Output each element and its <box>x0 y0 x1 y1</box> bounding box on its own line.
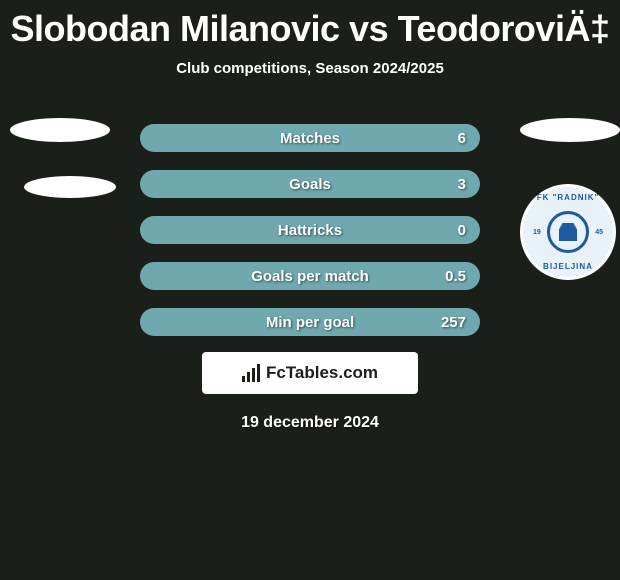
badge-bottom-text: BIJELJINA <box>523 262 613 271</box>
stat-label: Goals <box>289 176 331 193</box>
player-right-column: FK "RADNIK" 19 45 BIJELJINA <box>520 118 610 280</box>
stat-label: Min per goal <box>266 314 354 331</box>
player-left-column <box>10 118 100 198</box>
stat-label: Goals per match <box>251 268 369 285</box>
stat-bar: Goals per match 0.5 <box>140 262 480 290</box>
page-title: Slobodan Milanovic vs TeodoroviÄ‡ <box>0 0 620 50</box>
stat-label: Hattricks <box>278 222 342 239</box>
badge-year-right: 45 <box>595 229 603 236</box>
stat-value: 257 <box>441 314 466 331</box>
stat-value: 6 <box>458 130 466 147</box>
bars-icon <box>242 364 262 382</box>
stat-bar: Hattricks 0 <box>140 216 480 244</box>
club-badge: FK "RADNIK" 19 45 BIJELJINA <box>520 184 616 280</box>
stat-bar: Goals 3 <box>140 170 480 198</box>
badge-year-left: 19 <box>533 229 541 236</box>
stat-value: 0.5 <box>445 268 466 285</box>
subtitle: Club competitions, Season 2024/2025 <box>0 60 620 77</box>
stat-value: 0 <box>458 222 466 239</box>
badge-top-text: FK "RADNIK" <box>523 193 613 202</box>
date-text: 19 december 2024 <box>0 414 620 432</box>
site-logo-text: FcTables.com <box>266 363 378 383</box>
player-right-placeholder-icon <box>520 118 620 142</box>
stat-value: 3 <box>458 176 466 193</box>
site-logo[interactable]: FcTables.com <box>202 352 418 394</box>
badge-emblem-icon <box>547 211 589 253</box>
player-left-placeholder-icon <box>10 118 110 142</box>
stat-bar: Min per goal 257 <box>140 308 480 336</box>
stat-label: Matches <box>280 130 340 147</box>
stat-bars: Matches 6 Goals 3 Hattricks 0 Goals per … <box>140 124 480 354</box>
stat-bar: Matches 6 <box>140 124 480 152</box>
player-left-shadow-icon <box>24 176 116 198</box>
